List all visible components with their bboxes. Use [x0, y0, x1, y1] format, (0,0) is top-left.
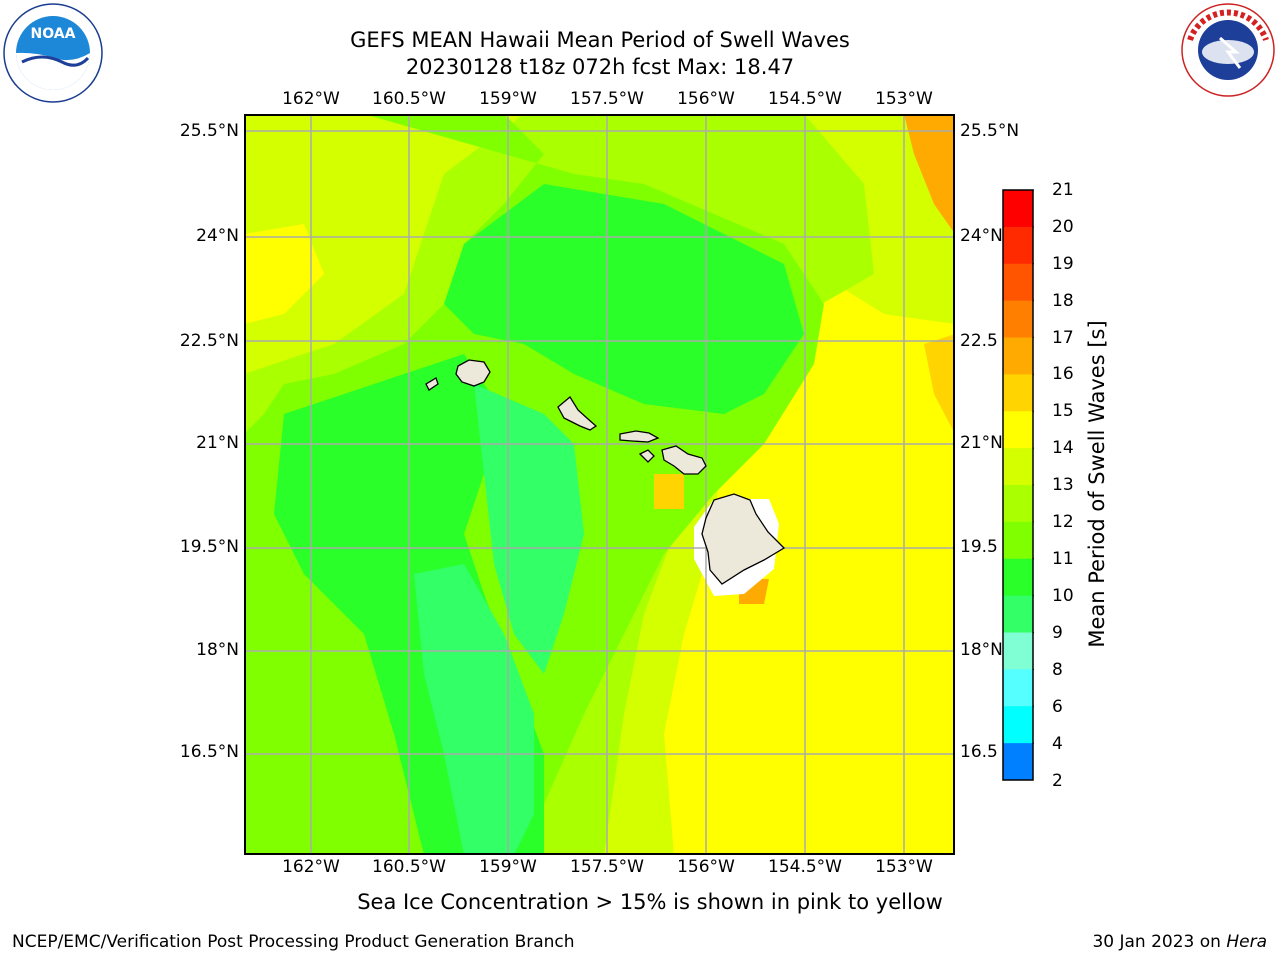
- lat-label-left: 21°N: [196, 433, 239, 453]
- colorbar-title: Mean Period of Swell Waves [s]: [1085, 320, 1109, 648]
- lon-label-bottom: 153°W: [875, 857, 933, 877]
- colorbar-tick-label: 8: [1052, 660, 1063, 680]
- lon-label-bottom: 157.5°W: [570, 857, 644, 877]
- colorbar-tick-label: 13: [1052, 475, 1074, 495]
- colorbar-tick-label: 10: [1052, 586, 1074, 606]
- lon-label-bottom: 162°W: [282, 857, 340, 877]
- lat-label-left: 25.5°N: [179, 121, 239, 141]
- kauai-island: [455, 359, 491, 387]
- colorbar-swatch: [1003, 226, 1033, 265]
- svg-text:NOAA: NOAA: [31, 26, 76, 42]
- lat-lon-grid: [245, 115, 954, 854]
- colorbar-swatch: [1003, 411, 1033, 449]
- lat-label-left: 24°N: [196, 226, 239, 246]
- colorbar-tick-label: 21: [1052, 180, 1074, 200]
- lon-label-top: 157.5°W: [570, 89, 644, 109]
- maui-island: [661, 445, 707, 475]
- colorbar-border: [1002, 189, 1034, 781]
- colorbar-swatch: [1003, 337, 1033, 375]
- footer-machine: Hera: [1226, 932, 1267, 952]
- colorbar-tick-label: 14: [1052, 438, 1074, 458]
- colorbar-tick-label: 9: [1052, 623, 1063, 643]
- colorbar-swatch: [1003, 706, 1033, 744]
- lat-label-left: 19.5°N: [179, 537, 239, 557]
- colorbar-swatch: [1003, 374, 1033, 412]
- lat-label-right: 21°N: [960, 433, 1003, 453]
- colorbar-swatch: [1003, 300, 1033, 338]
- colorbar-swatch: [1003, 263, 1033, 302]
- hawaii-big-island: [701, 493, 786, 585]
- lat-label-right: 19.5: [960, 537, 998, 557]
- colorbar-tick-label: 19: [1052, 254, 1074, 274]
- lat-label-right: 25.5°N: [960, 121, 1020, 141]
- colorbar-tick-label: 6: [1052, 697, 1063, 717]
- colorbar-tick-label: 12: [1052, 512, 1074, 532]
- colorbar-swatch: [1003, 632, 1033, 670]
- swell-period-field: [245, 115, 954, 854]
- lon-label-top: 153°W: [875, 89, 933, 109]
- lon-label-bottom: 156°W: [677, 857, 735, 877]
- lat-label-left: 18°N: [196, 640, 239, 660]
- lon-label-bottom: 160.5°W: [372, 857, 446, 877]
- lon-label-top: 156°W: [677, 89, 735, 109]
- noaa-logo: NOAA: [3, 3, 103, 103]
- colorbar-tick-label: 17: [1052, 328, 1074, 348]
- lat-label-right: 18°N: [960, 640, 1003, 660]
- nws-logo: [1181, 3, 1275, 97]
- colorbar-tick-label: 2: [1052, 771, 1063, 791]
- colorbar-swatch: [1003, 558, 1033, 597]
- swell-period-map: [244, 114, 955, 855]
- footer-date: 30 Jan 2023 on Hera: [1092, 932, 1267, 952]
- map-subtitle: 20230128 t18z 072h fcst Max: 18.47: [405, 55, 795, 79]
- colorbar-tick-label: 16: [1052, 364, 1074, 384]
- lat-label-right: 22.5: [960, 331, 998, 351]
- colorbar-swatch: [1003, 595, 1033, 633]
- lat-label-right: 24°N: [960, 226, 1003, 246]
- lon-label-bottom: 154.5°W: [768, 857, 842, 877]
- colorbar-tick-label: 15: [1052, 401, 1074, 421]
- colorbar-swatch: [1003, 521, 1033, 560]
- colorbar-tick-label: 11: [1052, 549, 1074, 569]
- map-title: GEFS MEAN Hawaii Mean Period of Swell Wa…: [350, 28, 850, 52]
- footer-producer: NCEP/EMC/Verification Post Processing Pr…: [12, 932, 575, 952]
- niihau-island: [425, 377, 439, 391]
- colorbar-swatch: [1003, 743, 1033, 781]
- lon-label-top: 154.5°W: [768, 89, 842, 109]
- lat-label-left: 16.5°N: [179, 742, 239, 762]
- lon-label-top: 160.5°W: [372, 89, 446, 109]
- colorbar-swatch: [1003, 448, 1033, 486]
- lanai-island: [638, 449, 655, 463]
- lon-label-bottom: 159°W: [479, 857, 537, 877]
- colorbar-swatch: [1003, 485, 1033, 523]
- colorbar-swatch: [1003, 190, 1033, 228]
- colorbar-tick-label: 18: [1052, 291, 1074, 311]
- colorbar-tick-label: 20: [1052, 217, 1074, 237]
- colorbar: [1002, 189, 1034, 781]
- sea-ice-caption: Sea Ice Concentration > 15% is shown in …: [357, 890, 943, 914]
- lat-label-right: 16.5: [960, 742, 998, 762]
- oahu-island: [557, 396, 598, 431]
- lat-label-left: 22.5°N: [179, 331, 239, 351]
- molokai-island: [619, 430, 660, 443]
- footer-date-text: 30 Jan 2023 on: [1092, 932, 1227, 952]
- colorbar-swatch: [1003, 669, 1033, 707]
- lon-label-top: 159°W: [479, 89, 537, 109]
- hawaiian-islands: [425, 359, 786, 585]
- colorbar-tick-label: 4: [1052, 734, 1063, 754]
- lon-label-top: 162°W: [282, 89, 340, 109]
